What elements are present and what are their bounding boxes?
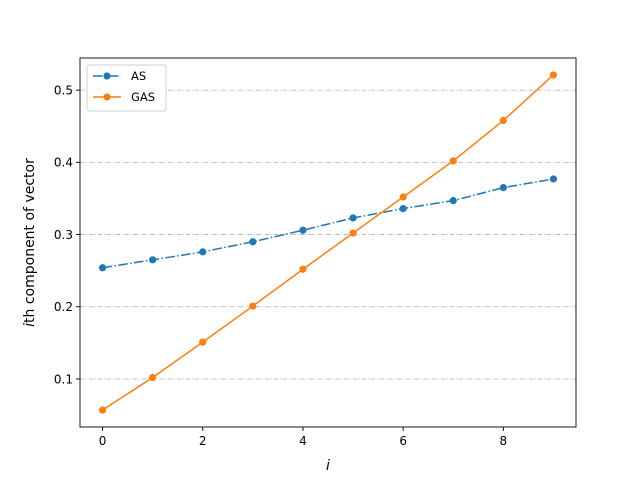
data-point-gas: [299, 265, 307, 273]
legend: AS GAS: [86, 64, 167, 112]
series-line-gas: [102, 74, 554, 411]
y-tick-label: 0.4: [54, 156, 73, 170]
y-axis-label: ith component of vector: [22, 158, 38, 327]
data-point-as: [199, 248, 207, 256]
data-point-as: [499, 184, 507, 192]
x-tick-label: 0: [99, 434, 107, 448]
plot-frame: [79, 57, 577, 428]
y-axis: 0.1 0.2 0.3 0.4 0.5: [54, 83, 80, 386]
y-tick-label: 0.2: [54, 300, 73, 314]
data-point-gas: [199, 338, 207, 346]
series-gas: [98, 71, 558, 414]
data-point-gas: [149, 373, 157, 382]
data-point-as: [349, 214, 357, 222]
x-axis-label: i: [326, 458, 330, 474]
data-point-gas: [249, 302, 257, 310]
data-point-as: [399, 204, 407, 213]
x-tick-label: 6: [399, 434, 407, 448]
data-point-as: [249, 238, 257, 246]
y-tick-label: 0.5: [54, 83, 73, 97]
legend-marker-as: [103, 72, 111, 80]
data-point-as: [549, 175, 558, 183]
series-as: [98, 175, 558, 272]
x-tick-label: 2: [199, 434, 207, 448]
legend-label-as: AS: [131, 69, 146, 83]
legend-marker-gas: [103, 93, 111, 101]
series-line-as: [102, 178, 554, 269]
data-point-gas: [499, 116, 507, 125]
data-point-gas: [449, 157, 457, 165]
data-point-as: [98, 264, 107, 272]
legend-label-gas: GAS: [131, 90, 155, 104]
y-axis-label-italic: i: [22, 323, 38, 327]
data-point-as: [299, 226, 307, 234]
data-point-as: [449, 197, 457, 205]
data-point-gas: [399, 193, 407, 201]
data-point-gas: [98, 406, 107, 414]
y-axis-label-rest: th component of vector: [22, 158, 38, 323]
legend-box: [86, 64, 167, 112]
x-tick-label: 4: [299, 434, 307, 448]
plot-background: [80, 58, 576, 427]
data-point-as: [149, 256, 157, 264]
gridlines: [80, 89, 576, 380]
x-axis: 0 2 4 6 8: [99, 427, 507, 448]
data-point-gas: [549, 71, 558, 79]
y-tick-label: 0.3: [54, 228, 73, 242]
y-tick-label: 0.1: [54, 372, 73, 386]
data-point-gas: [349, 229, 357, 237]
series-layer: [98, 71, 558, 414]
x-tick-label: 8: [500, 434, 508, 448]
